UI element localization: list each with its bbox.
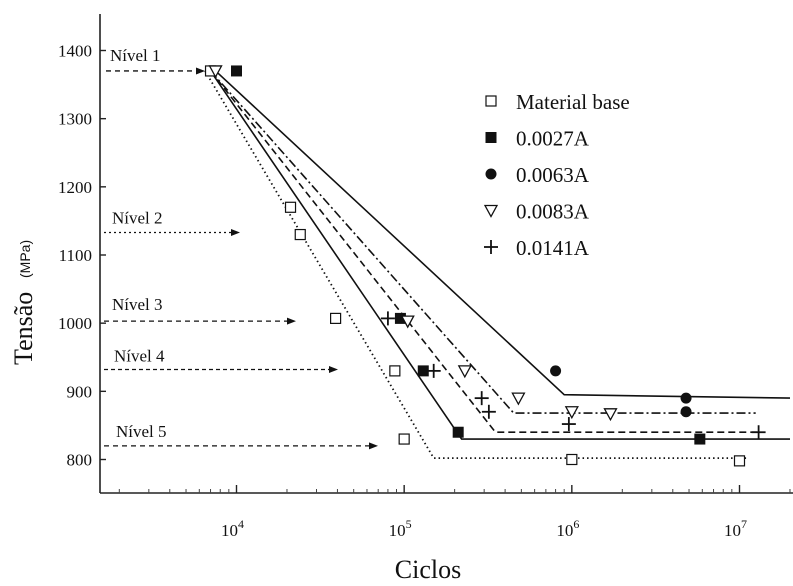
point-0-0027a: [394, 312, 406, 324]
legend-marker: [485, 95, 497, 107]
point-0-0141a: [474, 391, 489, 406]
y-tick-label: 1400: [58, 42, 92, 61]
level-arrow-head: [369, 442, 378, 450]
point-0-0027a: [231, 65, 242, 77]
point-0-0027a: [452, 426, 464, 438]
point-0-0141a: [561, 417, 576, 432]
x-tick-label: 104: [221, 517, 244, 540]
point-material-base: [733, 455, 746, 467]
data-markers: [204, 65, 766, 467]
legend-label: 0.0083A: [516, 200, 590, 224]
point-material-base: [284, 201, 297, 213]
legend-label: Material base: [516, 90, 630, 114]
point-material-base: [330, 312, 342, 324]
point-0-0141a: [426, 363, 441, 378]
axes: 800 900 1000 1100 1200 1300 1400 104 105 106 107: [58, 14, 793, 540]
legend-label: 0.0027A: [516, 127, 590, 151]
y-tick-label: 900: [67, 382, 93, 401]
legend: Material base 0.0027A 0.0063A 0.0083A 0.0141…: [483, 90, 630, 260]
point-0-0141a: [380, 311, 395, 326]
point-0-0083a: [603, 408, 618, 422]
fit-line-0-0027a: [209, 70, 790, 440]
level-label: Nível 3: [112, 295, 163, 314]
level-label: Nível 5: [116, 422, 167, 441]
point-0-0063a: [680, 392, 692, 404]
point-material-base: [566, 453, 578, 466]
y-tick-label: 800: [67, 451, 93, 470]
point-0-0141a: [751, 425, 766, 440]
y-tick-label: 1100: [59, 246, 92, 265]
point-0-0083a: [511, 392, 526, 406]
legend-marker: [484, 240, 498, 254]
legend-marker: [483, 204, 499, 218]
legend-marker: [485, 132, 497, 143]
legend-marker: [485, 168, 497, 180]
legend-label: 0.0063A: [516, 163, 590, 187]
level-arrow-head: [287, 317, 296, 325]
legend-label: 0.0141A: [516, 236, 590, 260]
point-material-base: [398, 433, 410, 445]
level-label: Nível 1: [110, 46, 161, 65]
stress-levels: Nível 1 Nível 2 Nível 3 Nível 4 Nível 5: [104, 46, 378, 450]
point-0-0063a: [680, 406, 692, 418]
fit-line-0-0083a: [209, 70, 756, 414]
fit-line-0-0141a: [209, 70, 759, 434]
y-tick-label: 1000: [58, 314, 92, 333]
y-tick-label: 1300: [58, 110, 92, 129]
level-arrow-head: [196, 67, 205, 75]
point-0-0063a: [550, 365, 562, 377]
x-tick-label: 107: [724, 517, 747, 540]
fit-lines: [204, 70, 791, 460]
y-tick-label: 1200: [58, 178, 92, 197]
x-tick-label: 105: [389, 517, 412, 540]
point-0-0083a: [400, 315, 415, 329]
level-arrow-head: [231, 229, 240, 237]
x-tick-label: 106: [556, 517, 579, 540]
point-0-0027a: [417, 365, 429, 377]
point-0-0083a: [457, 365, 472, 379]
fit-line-0-0063a: [215, 70, 791, 399]
point-0-0083a: [564, 406, 579, 420]
point-0-0083a: [208, 65, 223, 79]
point-0-0027a: [694, 433, 706, 445]
level-label: Nível 4: [114, 347, 165, 366]
y-axis-unit: (MPa): [17, 240, 33, 278]
level-arrow-head: [329, 366, 338, 374]
fit-line-material-base: [204, 70, 747, 460]
level-label: Nível 2: [112, 209, 163, 228]
point-material-base: [389, 365, 401, 377]
y-axis-title: Tensão: [9, 292, 38, 365]
point-0-0141a: [481, 404, 496, 419]
point-material-base: [294, 228, 306, 241]
x-axis-title: Ciclos: [395, 555, 461, 584]
